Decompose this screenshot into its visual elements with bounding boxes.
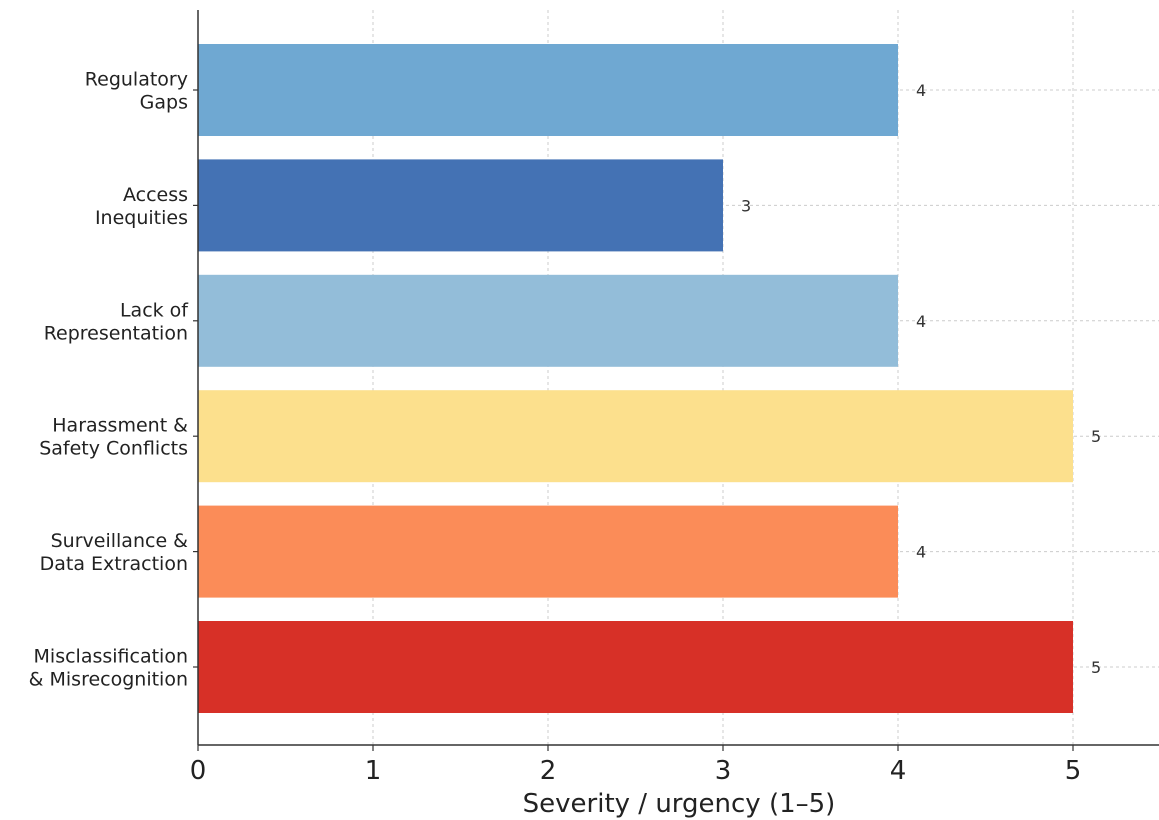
x-tick-label-3: 3 bbox=[715, 756, 732, 786]
value-label-2: 4 bbox=[916, 312, 926, 331]
x-tick-label-5: 5 bbox=[1065, 756, 1082, 786]
bar-2 bbox=[198, 274, 898, 367]
x-ticks: 0 1 2 3 4 5 bbox=[190, 89, 1082, 786]
bar-4 bbox=[198, 505, 898, 598]
category-label-4: Surveillance & Data Extraction bbox=[40, 530, 189, 575]
x-tick-label-4: 4 bbox=[890, 756, 907, 786]
bar-1 bbox=[198, 159, 723, 252]
bar-3 bbox=[198, 390, 1073, 483]
axes bbox=[197, 10, 1159, 746]
bar-0 bbox=[198, 44, 898, 136]
category-label-3: Harassment & Safety Conflicts bbox=[39, 415, 188, 460]
x-axis-title: Severity / urgency (1–5) bbox=[523, 789, 836, 819]
value-label-4: 4 bbox=[916, 543, 926, 562]
value-label-0: 4 bbox=[916, 81, 926, 100]
category-label-0: Regulatory Gaps bbox=[85, 69, 188, 114]
value-label-1: 3 bbox=[741, 196, 751, 215]
x-tick-label-0: 0 bbox=[190, 756, 207, 786]
category-label-5: Misclassification & Misrecognition bbox=[29, 646, 188, 691]
value-label-3: 5 bbox=[1091, 427, 1101, 446]
x-tick-label-2: 2 bbox=[540, 756, 557, 786]
bar-5 bbox=[198, 621, 1073, 713]
category-label-1: Access Inequities bbox=[95, 184, 188, 229]
category-label-2: Lack of Representation bbox=[44, 299, 190, 344]
value-label-5: 5 bbox=[1091, 658, 1101, 677]
bars bbox=[198, 44, 1073, 713]
x-tick-label-1: 1 bbox=[365, 756, 382, 786]
value-labels: 4 3 4 5 4 5 bbox=[741, 81, 1101, 677]
category-labels: Regulatory Gaps Access Inequities Lack of Rep… bbox=[29, 69, 190, 691]
